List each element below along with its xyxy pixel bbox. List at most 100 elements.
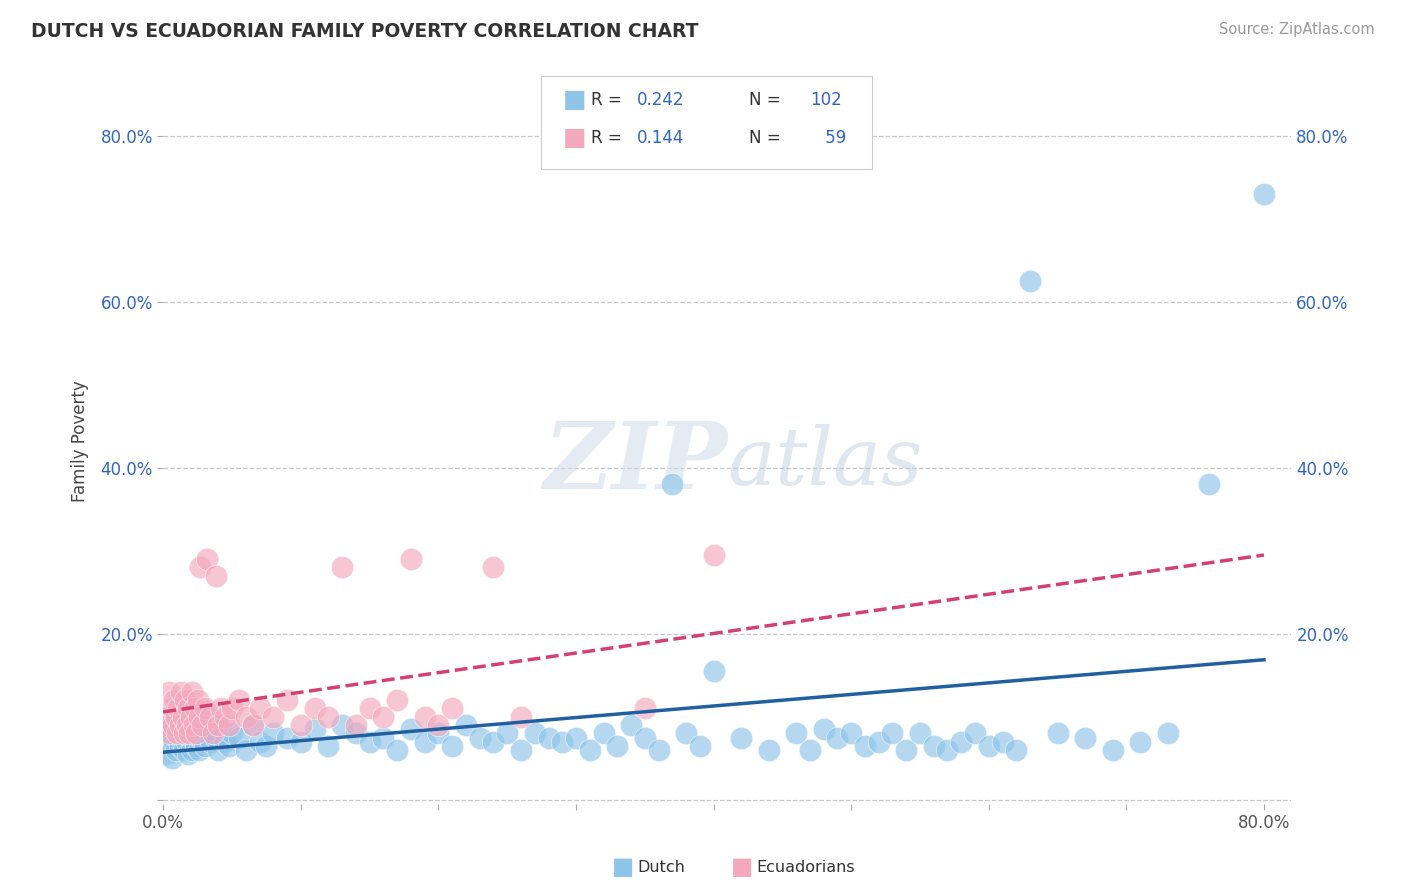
Point xyxy=(304,701,326,715)
Point xyxy=(173,743,195,757)
Point xyxy=(198,710,221,724)
Point xyxy=(177,701,200,715)
Point xyxy=(950,735,973,749)
Text: R =: R = xyxy=(591,91,627,109)
Point xyxy=(204,568,226,582)
Point xyxy=(510,710,533,724)
Point xyxy=(218,718,240,732)
Text: N =: N = xyxy=(749,129,786,147)
Point xyxy=(167,701,190,715)
Point xyxy=(249,701,271,715)
Point xyxy=(156,718,179,732)
Point xyxy=(188,743,211,757)
Point xyxy=(162,718,184,732)
Point xyxy=(214,735,236,749)
Point xyxy=(184,701,207,715)
Point xyxy=(169,718,191,732)
Point xyxy=(908,726,931,740)
Point xyxy=(190,731,212,745)
Point xyxy=(176,718,198,732)
Point xyxy=(441,739,464,753)
Point xyxy=(190,560,212,574)
Point xyxy=(991,735,1014,749)
Point xyxy=(634,701,657,715)
Point xyxy=(157,726,180,740)
Point xyxy=(510,743,533,757)
Point xyxy=(170,685,193,699)
Point xyxy=(276,731,298,745)
Point xyxy=(242,718,264,732)
Point xyxy=(176,735,198,749)
Point xyxy=(606,739,628,753)
Point xyxy=(290,718,312,732)
Text: DUTCH VS ECUADORIAN FAMILY POVERTY CORRELATION CHART: DUTCH VS ECUADORIAN FAMILY POVERTY CORRE… xyxy=(31,22,699,41)
Point xyxy=(172,710,194,724)
Point xyxy=(496,726,519,740)
Point xyxy=(201,726,224,740)
Point xyxy=(155,710,177,724)
Point xyxy=(1005,743,1028,757)
Point xyxy=(228,693,250,707)
Point xyxy=(523,726,546,740)
Point xyxy=(482,560,505,574)
Point xyxy=(166,731,188,745)
Point xyxy=(330,718,353,732)
Point xyxy=(689,739,711,753)
Point xyxy=(592,726,614,740)
Point xyxy=(578,743,600,757)
Point xyxy=(177,747,200,761)
Text: Ecuadorians: Ecuadorians xyxy=(756,860,855,874)
Point xyxy=(218,739,240,753)
Point xyxy=(207,743,229,757)
Point xyxy=(620,718,643,732)
Point xyxy=(180,710,202,724)
Point xyxy=(172,735,194,749)
Point xyxy=(1129,735,1152,749)
Point xyxy=(209,723,232,737)
Point xyxy=(1156,726,1178,740)
Point xyxy=(262,710,284,724)
Point xyxy=(181,743,204,757)
Text: Dutch: Dutch xyxy=(637,860,685,874)
Text: Source: ZipAtlas.com: Source: ZipAtlas.com xyxy=(1219,22,1375,37)
Point xyxy=(385,693,408,707)
Point xyxy=(276,693,298,707)
Point xyxy=(156,747,179,761)
Point xyxy=(166,726,188,740)
Point xyxy=(647,743,669,757)
Point xyxy=(675,726,697,740)
Point xyxy=(193,735,215,749)
Y-axis label: Family Poverty: Family Poverty xyxy=(72,380,89,501)
Point xyxy=(167,726,190,740)
Point xyxy=(468,731,491,745)
Text: N =: N = xyxy=(749,91,786,109)
Point xyxy=(1253,186,1275,201)
Point xyxy=(413,735,436,749)
Point xyxy=(165,743,187,757)
Text: 59: 59 xyxy=(820,129,846,147)
Point xyxy=(634,731,657,745)
Point xyxy=(1101,743,1123,757)
Point xyxy=(242,718,264,732)
Point xyxy=(163,693,186,707)
Point xyxy=(827,731,849,745)
Point xyxy=(551,735,574,749)
Text: ■: ■ xyxy=(562,127,586,150)
Point xyxy=(399,552,422,566)
Point xyxy=(181,685,204,699)
Point xyxy=(163,735,186,749)
Point xyxy=(304,723,326,737)
Point xyxy=(785,726,807,740)
Point xyxy=(359,701,381,715)
Point xyxy=(160,701,183,715)
Point xyxy=(195,552,218,566)
Point xyxy=(188,710,211,724)
Point xyxy=(413,710,436,724)
Point xyxy=(853,739,876,753)
Point xyxy=(160,751,183,765)
Point xyxy=(235,710,257,724)
Point xyxy=(373,731,395,745)
Point xyxy=(183,718,205,732)
Point xyxy=(179,718,201,732)
Point xyxy=(221,726,243,740)
